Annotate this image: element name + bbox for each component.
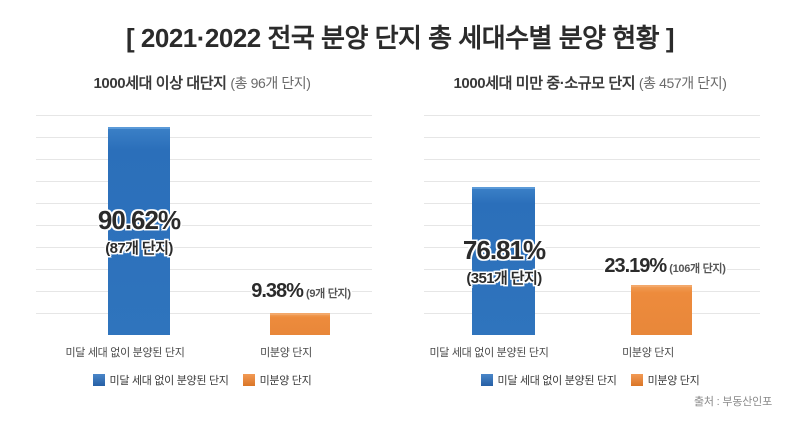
gridline bbox=[424, 115, 760, 116]
gridline bbox=[36, 181, 372, 182]
value-label-blue-small: 76.81% (351개 단지) bbox=[424, 235, 584, 288]
chart-panel-small-complexes: 1000세대 미만 중·소규모 단지 (총 457개 단지) 76. bbox=[410, 72, 770, 412]
value-count: (106개 단지) bbox=[669, 263, 726, 275]
category-label-blue-small: 미달 세대 없이 분양된 단지 bbox=[429, 347, 549, 359]
legend-swatch-blue-icon bbox=[480, 374, 493, 386]
legend-label-orange: 미분양 단지 bbox=[259, 375, 312, 387]
legend-swatch-blue-icon bbox=[92, 374, 105, 386]
gridline bbox=[36, 159, 372, 160]
bar-blue-large[interactable] bbox=[108, 127, 170, 335]
panel-title-small: 1000세대 미만 중·소규모 단지 (총 457개 단지) bbox=[410, 72, 770, 93]
gridline bbox=[36, 291, 372, 292]
panel-title-large-text: 1000세대 이상 대단지 bbox=[93, 75, 227, 92]
legend-label-blue: 미달 세대 없이 분양된 단지 bbox=[109, 375, 229, 387]
source-attribution: 출처 : 부동산인포 bbox=[693, 396, 772, 408]
bar-orange-small[interactable] bbox=[631, 285, 692, 335]
chart-panel-large-complexes: 1000세대 이상 대단지 (총 96개 단지) 90.62% bbox=[22, 72, 382, 412]
gridline bbox=[36, 137, 372, 138]
gridline bbox=[36, 269, 372, 270]
value-label-orange-large: 9.38% (9개 단지) bbox=[228, 280, 374, 303]
legend-label-orange: 미분양 단지 bbox=[647, 375, 700, 387]
gridline bbox=[36, 225, 372, 226]
legend-label-blue: 미달 세대 없이 분양된 단지 bbox=[497, 375, 617, 387]
gridlines-large bbox=[36, 115, 372, 337]
panel-title-small-text: 1000세대 미만 중·소규모 단지 bbox=[453, 75, 636, 92]
legend-swatch-orange-icon bbox=[630, 374, 643, 386]
value-percent: 76.81% bbox=[462, 235, 546, 265]
bar-orange-large[interactable] bbox=[270, 313, 330, 335]
legend-swatch-orange-icon bbox=[242, 374, 255, 386]
bar-blue-small[interactable] bbox=[472, 187, 535, 335]
gridline bbox=[424, 269, 760, 270]
legend-item-orange-small[interactable]: 미분양 단지 bbox=[630, 372, 700, 388]
gridline bbox=[424, 225, 760, 226]
value-label-blue-large: 90.62% (87개 단지) bbox=[59, 205, 219, 258]
gridline bbox=[424, 203, 760, 204]
panel-total-large: (총 96개 단지) bbox=[230, 75, 311, 91]
gridline bbox=[424, 159, 760, 160]
value-label-orange-small: 23.19% (106개 단지) bbox=[590, 255, 740, 278]
gridline bbox=[36, 313, 372, 314]
gridline bbox=[424, 247, 760, 248]
value-percent: 23.19% bbox=[604, 255, 667, 277]
plot-area-large: 90.62% (87개 단지) 9.38% (9개 단지) bbox=[36, 115, 372, 337]
page-title: [ 2021·2022 전국 분양 단지 총 세대수별 분양 현황 ] bbox=[126, 23, 674, 53]
value-count: (87개 단지) bbox=[105, 240, 173, 257]
legend-item-blue-large[interactable]: 미달 세대 없이 분양된 단지 bbox=[92, 372, 229, 388]
value-percent: 90.62% bbox=[97, 205, 181, 235]
gridline bbox=[424, 137, 760, 138]
category-label-blue-large: 미달 세대 없이 분양된 단지 bbox=[65, 347, 185, 359]
gridline bbox=[36, 203, 372, 204]
plot-area-small: 76.81% (351개 단지) 23.19% (106개 단지) bbox=[424, 115, 760, 337]
value-percent: 9.38% bbox=[251, 280, 304, 302]
panel-total-small: (총 457개 단지) bbox=[638, 75, 727, 91]
gridline bbox=[36, 247, 372, 248]
category-label-orange-large: 미분양 단지 bbox=[260, 347, 312, 359]
gridline bbox=[36, 115, 372, 116]
value-count: (9개 단지) bbox=[305, 288, 351, 300]
panel-title-large: 1000세대 이상 대단지 (총 96개 단지) bbox=[22, 72, 382, 93]
category-label-orange-small: 미분양 단지 bbox=[622, 347, 674, 359]
legend-item-orange-large[interactable]: 미분양 단지 bbox=[242, 372, 312, 388]
legend-item-blue-small[interactable]: 미달 세대 없이 분양된 단지 bbox=[480, 372, 617, 388]
legend-large: 미달 세대 없이 분양된 단지 미분양 단지 bbox=[22, 372, 382, 388]
gridline bbox=[424, 181, 760, 182]
value-count: (351개 단지) bbox=[466, 270, 542, 287]
gridline bbox=[424, 313, 760, 314]
gridlines-small bbox=[424, 115, 760, 337]
legend-small: 미달 세대 없이 분양된 단지 미분양 단지 bbox=[410, 372, 770, 388]
gridline bbox=[424, 291, 760, 292]
